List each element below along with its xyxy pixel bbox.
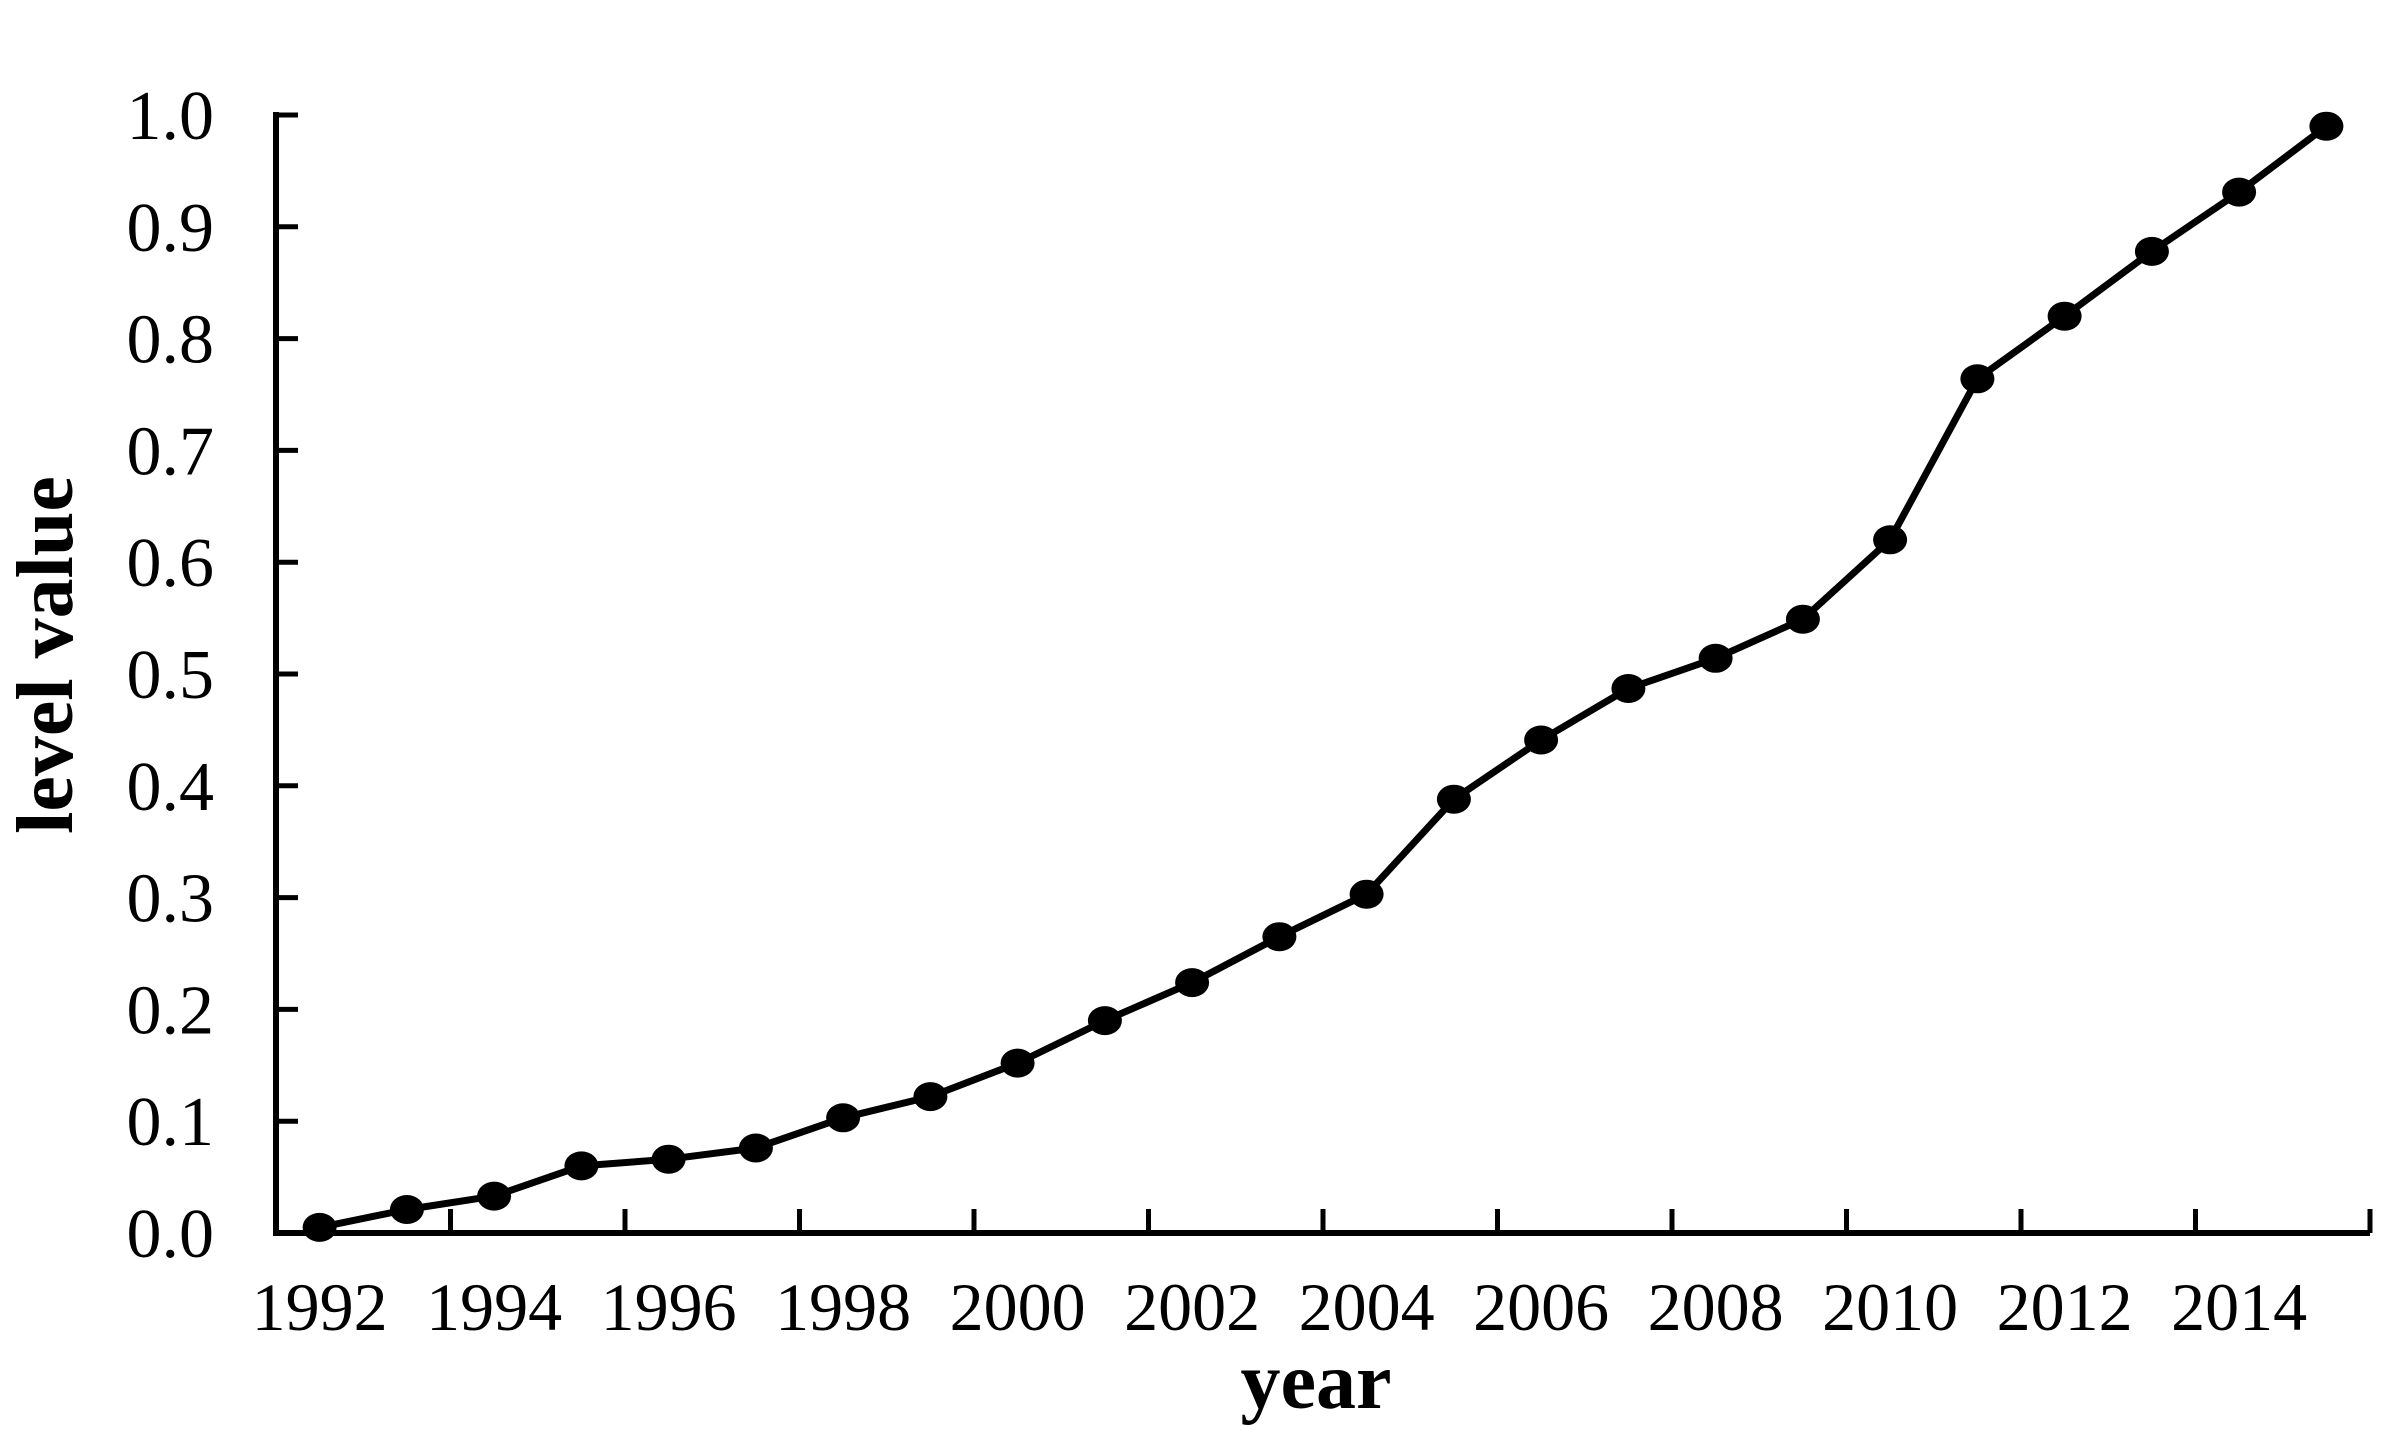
- x-tick-label: 2008: [1648, 1269, 1784, 1345]
- data-point: [826, 1103, 861, 1133]
- y-tick-label: 0.0: [127, 1196, 215, 1273]
- data-point: [564, 1151, 599, 1181]
- data-point: [651, 1144, 686, 1174]
- x-tick-label: 2010: [1822, 1269, 1958, 1345]
- y-tick-label: 0.2: [127, 972, 215, 1049]
- data-point: [1087, 1006, 1122, 1036]
- data-point: [302, 1212, 337, 1242]
- x-tick-label: 2004: [1299, 1269, 1435, 1345]
- x-tick-label: 1994: [426, 1269, 562, 1345]
- y-tick-label: 0.5: [127, 637, 215, 714]
- tick-labels-layer: 0.0 0.1 0.2 0.3 0.4 0.5 0.6 0.7 0.8 0.9 1.0 1992 199…: [127, 78, 2308, 1345]
- x-axis-title: year: [1240, 1338, 1391, 1426]
- data-point: [2222, 177, 2257, 207]
- data-point: [1262, 922, 1297, 952]
- y-tick-label: 0.8: [127, 302, 215, 379]
- data-point: [1436, 784, 1471, 814]
- y-tick-label: 0.1: [127, 1084, 215, 1161]
- x-tick-label: 2000: [950, 1269, 1086, 1345]
- series-layer: [302, 111, 2344, 1242]
- data-point: [1524, 725, 1559, 755]
- data-point: [1698, 643, 1733, 673]
- data-point: [477, 1181, 512, 1211]
- data-point: [1611, 674, 1646, 703]
- data-point: [1000, 1048, 1035, 1078]
- data-point: [2309, 111, 2344, 141]
- data-point: [389, 1195, 424, 1224]
- y-tick-label: 1.0: [127, 78, 215, 155]
- y-tick-label: 0.7: [127, 413, 215, 490]
- y-tick-label: 0.9: [127, 190, 215, 267]
- series-line: [318, 123, 2329, 1231]
- y-axis-title: level value: [2, 476, 90, 834]
- x-tick-label: 1998: [775, 1269, 911, 1345]
- data-point: [1785, 604, 1820, 634]
- x-tick-label: 1992: [252, 1269, 388, 1345]
- x-tick-label: 2002: [1124, 1269, 1260, 1345]
- data-point: [2134, 236, 2169, 266]
- ticks-layer: [276, 112, 2373, 1233]
- data-point: [738, 1133, 773, 1163]
- x-tick-label: 2014: [2171, 1269, 2307, 1345]
- x-tick-label: 1996: [601, 1269, 737, 1345]
- data-point: [913, 1082, 948, 1112]
- axes-layer: [273, 112, 2370, 1236]
- data-point: [1349, 879, 1384, 909]
- data-point: [1175, 968, 1210, 998]
- x-tick-label: 2006: [1473, 1269, 1609, 1345]
- data-point: [2047, 301, 2082, 331]
- x-tick-label: 2012: [1997, 1269, 2133, 1345]
- y-tick-label: 0.3: [127, 861, 215, 938]
- data-point: [1960, 364, 1995, 394]
- y-tick-label: 0.4: [127, 749, 215, 826]
- y-tick-label: 0.6: [127, 525, 215, 602]
- data-point: [1873, 525, 1908, 555]
